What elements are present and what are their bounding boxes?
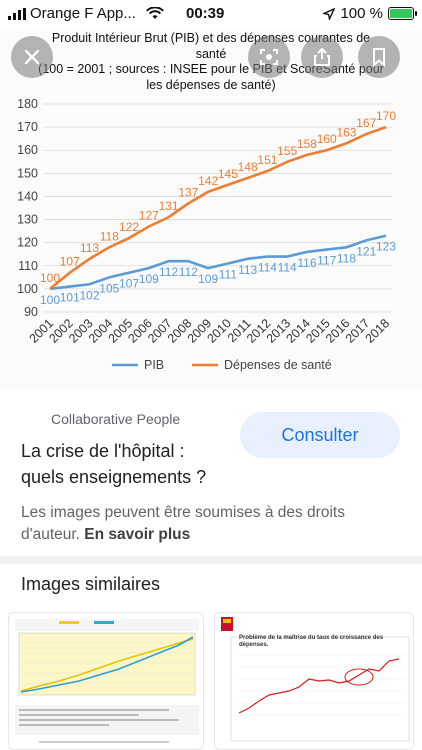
share-button[interactable]	[301, 36, 343, 78]
y-tick-label: 160	[17, 143, 38, 157]
chart-title-line-3: (100 = 2001 ; sources : INSEE pour le PI…	[38, 62, 384, 76]
source-name[interactable]: Collaborative People	[51, 411, 181, 427]
data-label: 121	[356, 244, 376, 258]
data-label: 160	[317, 132, 337, 146]
status-bar-right: 100 %	[323, 5, 417, 22]
data-label: 109	[139, 272, 159, 286]
battery-icon	[388, 7, 417, 20]
line-chart: 9010011012013014015016017018020012002200…	[17, 97, 396, 372]
data-label: 107	[60, 255, 80, 269]
section-divider	[0, 556, 422, 564]
thumbnail-chart-2	[215, 613, 413, 749]
data-label: 111	[219, 267, 238, 281]
data-label: 116	[297, 256, 316, 270]
y-tick-label: 110	[18, 259, 38, 273]
data-label: 155	[277, 144, 297, 158]
legend-entry: Dépenses de santé	[224, 358, 332, 372]
data-label: 109	[198, 272, 218, 286]
y-tick-label: 120	[17, 236, 38, 250]
chart-title-line-2: santé	[195, 46, 227, 61]
data-label: 100	[40, 271, 60, 285]
series-line-pib	[49, 234, 387, 291]
data-label: 142	[198, 174, 218, 188]
data-label: 107	[119, 277, 139, 291]
signal-icon	[8, 7, 26, 20]
data-label: 122	[119, 220, 139, 234]
data-label: 118	[337, 251, 356, 265]
chart-title-line-1: Produit Intérieur Brut (PIB) et des dépe…	[51, 31, 371, 45]
data-label: 123	[376, 240, 396, 254]
data-label: 118	[100, 229, 119, 243]
image-viewer[interactable]: 90 100 110 120 130 140 150 160 170 180 2001 2002 200…	[0, 28, 422, 390]
bookmark-icon	[373, 48, 385, 67]
lens-button[interactable]	[248, 36, 290, 78]
x-tick-label: 2018	[363, 316, 393, 346]
y-tick-label: 180	[17, 97, 38, 111]
data-label: 127	[139, 208, 159, 222]
copyright-text: Les images peuvent être soumises à des d…	[21, 504, 345, 543]
status-bar-left: Orange F App...	[8, 5, 164, 22]
data-label: 117	[317, 254, 336, 268]
similar-images-title: Images similaires	[21, 574, 161, 594]
data-label: 112	[159, 265, 178, 279]
similar-image-thumbnail-2[interactable]: Problème de la maîtrise du taux de crois…	[214, 612, 414, 750]
save-button[interactable]	[358, 36, 400, 78]
y-tick-label: 150	[17, 166, 38, 180]
close-icon	[24, 49, 40, 65]
close-button[interactable]	[11, 36, 53, 78]
similar-image-thumbnail-1[interactable]	[8, 612, 204, 750]
y-tick-label: 140	[17, 189, 38, 203]
data-label: 170	[376, 109, 396, 123]
location-icon	[323, 7, 336, 20]
legend-entry: PIB	[144, 358, 164, 372]
battery-percent: 100 %	[340, 5, 383, 22]
data-label: 112	[179, 265, 198, 279]
thumbnail-chart-1	[9, 613, 203, 749]
consult-button[interactable]: Consulter	[240, 412, 400, 458]
copyright-notice: Les images peuvent être soumises à des d…	[21, 502, 401, 546]
chart-title: Produit Intérieur Brut (PIB) et des dépe…	[0, 31, 422, 93]
data-label: 145	[218, 167, 238, 181]
data-label: 114	[258, 261, 277, 275]
wifi-icon	[145, 7, 164, 19]
data-label: 114	[278, 261, 297, 275]
data-label: 102	[80, 288, 100, 302]
carrier-name: Orange F App...	[30, 5, 136, 22]
learn-more-link[interactable]: En savoir plus	[84, 526, 191, 543]
status-bar: Orange F App... 00:39 100 %	[0, 0, 422, 28]
data-label: 100	[40, 293, 60, 307]
result-headline[interactable]: La crise de l'hôpital : quels enseigneme…	[21, 441, 207, 487]
data-label: 167	[356, 116, 376, 130]
clock: 00:39	[186, 5, 225, 22]
series-line-depenses	[49, 125, 387, 290]
y-tick-label: 130	[17, 213, 38, 227]
data-label: 113	[238, 263, 257, 277]
data-label: 105	[99, 281, 119, 295]
chart-title-line-4: les dépenses de santé)	[146, 77, 276, 92]
data-label: 158	[297, 137, 317, 151]
data-label: 131	[159, 199, 179, 213]
share-icon	[314, 47, 330, 66]
y-tick-label: 100	[17, 282, 38, 296]
data-label: 113	[80, 241, 99, 255]
data-label: 151	[257, 153, 277, 167]
data-label: 163	[336, 125, 356, 139]
thumbnail-2-title: Problème de la maîtrise du taux de crois…	[239, 635, 384, 648]
data-label: 137	[178, 185, 198, 199]
y-tick-label: 90	[24, 305, 38, 319]
data-label: 148	[238, 160, 258, 174]
lens-icon	[260, 49, 278, 65]
data-label: 101	[60, 291, 80, 305]
y-tick-label: 170	[17, 120, 38, 134]
